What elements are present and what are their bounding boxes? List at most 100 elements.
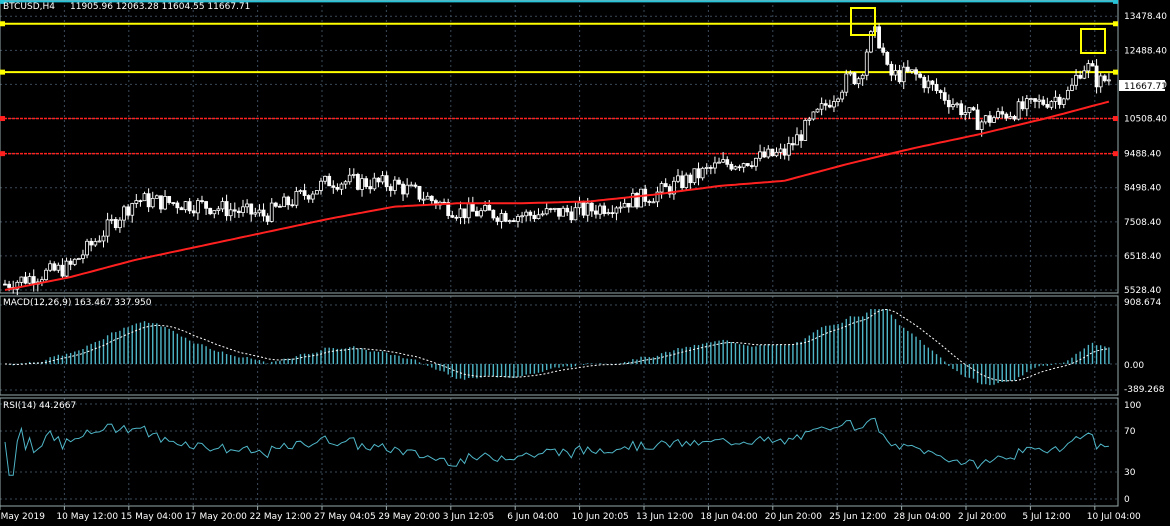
candle-body xyxy=(684,174,689,189)
candle-body xyxy=(134,200,139,204)
candle-body xyxy=(930,80,935,85)
candle-body xyxy=(220,201,225,210)
candle-body xyxy=(520,215,524,218)
level-marker xyxy=(0,151,5,157)
candle-body xyxy=(27,276,32,284)
candle-body xyxy=(1053,96,1058,102)
candle-body xyxy=(364,178,369,187)
candle-body xyxy=(536,214,541,220)
candle-body xyxy=(93,241,98,246)
candle-body xyxy=(126,206,131,216)
candle-body xyxy=(130,203,135,216)
candle-body xyxy=(475,210,479,217)
candle-body xyxy=(659,183,664,193)
candle-body xyxy=(499,213,504,222)
level-marker xyxy=(1113,21,1118,27)
candle-body xyxy=(848,72,853,75)
rsi-tick-0: 0 xyxy=(1124,495,1130,505)
candle-body xyxy=(310,193,315,200)
candle-body xyxy=(85,240,89,256)
candle-body xyxy=(1020,101,1025,110)
candle-body xyxy=(306,195,311,200)
candle-body xyxy=(257,209,262,214)
candle-body xyxy=(384,175,389,188)
candle-body xyxy=(877,26,881,49)
candle-body xyxy=(1074,74,1078,86)
candle-body xyxy=(688,174,693,184)
candle-body xyxy=(454,216,459,219)
candle-body xyxy=(339,183,344,190)
candle-body xyxy=(7,283,12,288)
x-tick-label: 7 May 2019 xyxy=(0,512,45,522)
candle-body xyxy=(614,207,619,214)
candle-body xyxy=(594,210,598,215)
candle-body xyxy=(1024,98,1029,110)
candle-body xyxy=(733,166,738,170)
candle-body xyxy=(791,143,795,146)
candle-body xyxy=(1098,75,1103,88)
candle-body xyxy=(610,212,615,215)
candle-body xyxy=(282,196,286,208)
candle-body xyxy=(532,214,537,220)
candle-body xyxy=(1041,99,1046,105)
x-tick-label: 28 Jun 04:00 xyxy=(894,512,951,522)
candle-body xyxy=(1106,79,1111,82)
candle-body xyxy=(708,167,713,169)
highlight-box-top-1 xyxy=(850,7,876,36)
candle-body xyxy=(146,193,151,208)
candle-body xyxy=(807,118,812,121)
candle-body xyxy=(893,70,898,76)
candle-body xyxy=(946,99,951,108)
symbol-label: BTCUSD,H4 xyxy=(3,2,55,12)
candle-body xyxy=(745,163,750,166)
candle-body xyxy=(910,69,914,72)
candle-body xyxy=(1061,98,1066,105)
candle-body xyxy=(561,207,566,217)
macd-signal-line xyxy=(4,308,1109,382)
candle-body xyxy=(245,203,250,208)
candle-body xyxy=(269,202,274,222)
candle-body xyxy=(249,203,254,215)
candle-body xyxy=(511,220,516,222)
candle-body xyxy=(889,63,894,76)
candle-body xyxy=(413,184,418,187)
candle-body xyxy=(273,202,278,207)
candle-body xyxy=(725,159,730,165)
x-tick-label: 17 May 20:00 xyxy=(185,512,247,522)
candle-body xyxy=(52,263,57,271)
candle-body xyxy=(360,178,364,190)
candle-body xyxy=(795,134,799,146)
candle-body xyxy=(585,202,590,216)
price-tick-label: 12488.40 xyxy=(1124,46,1167,56)
candle-body xyxy=(971,107,976,111)
candle-body xyxy=(528,211,533,216)
candle-body xyxy=(290,204,295,207)
horizontal-lines[interactable] xyxy=(0,0,1118,157)
candle-body xyxy=(298,190,303,192)
candle-body xyxy=(331,185,336,188)
candle-body xyxy=(975,109,980,130)
candle-body xyxy=(487,205,492,211)
price-tick-label: 8498.40 xyxy=(1124,184,1161,194)
candle-body xyxy=(823,103,828,106)
candle-body xyxy=(758,151,762,159)
rsi-grid xyxy=(0,398,1118,506)
candle-body xyxy=(68,260,73,265)
level-marker xyxy=(1113,151,1118,157)
candle-body xyxy=(840,91,845,100)
candle-body xyxy=(864,51,869,76)
candle-body xyxy=(577,202,582,209)
candle-body xyxy=(503,213,508,222)
candle-body xyxy=(421,198,426,201)
candle-body xyxy=(228,209,233,217)
candle-body xyxy=(335,186,340,190)
candle-body xyxy=(672,180,676,195)
candle-body xyxy=(183,201,188,211)
candle-body xyxy=(388,186,393,191)
candle-body xyxy=(852,72,857,85)
candle-body xyxy=(544,208,549,215)
x-tick-label: 13 Jun 12:00 xyxy=(636,512,693,522)
candle-body xyxy=(212,210,217,215)
candle-body xyxy=(372,177,377,190)
